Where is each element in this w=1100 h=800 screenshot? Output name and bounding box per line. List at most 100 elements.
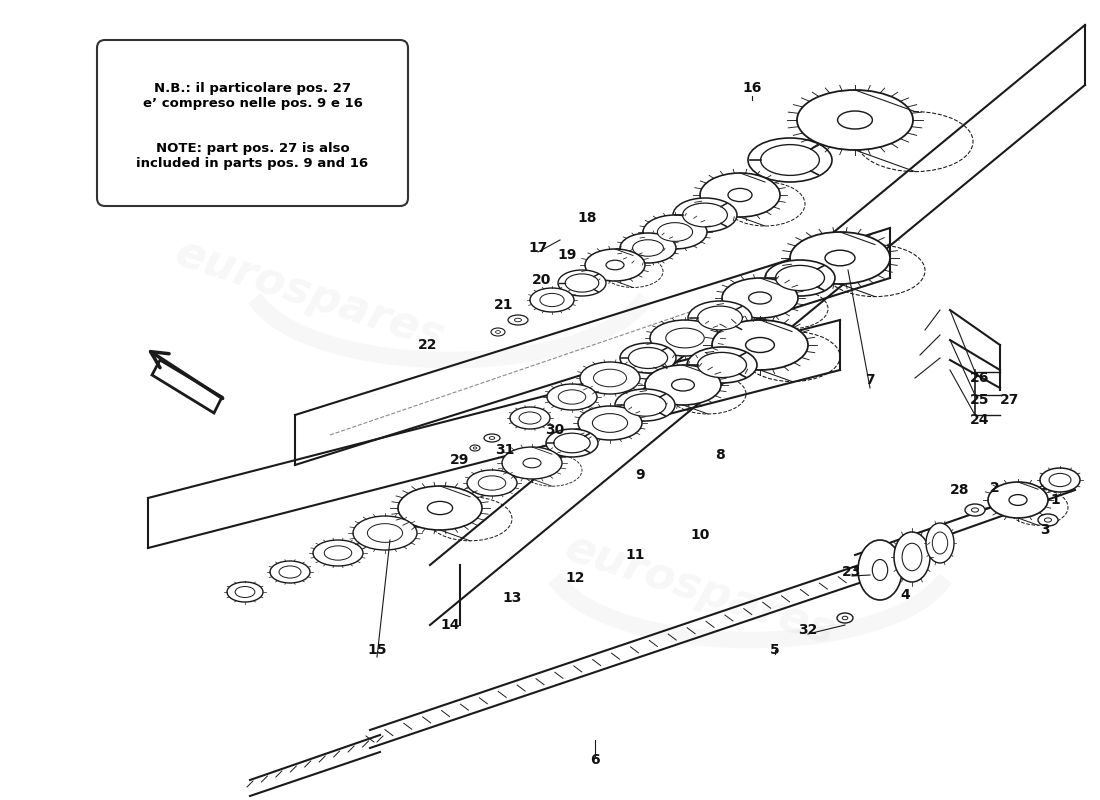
Text: 17: 17 xyxy=(528,241,548,255)
Ellipse shape xyxy=(546,429,598,457)
Text: 27: 27 xyxy=(1000,393,1020,407)
Ellipse shape xyxy=(1045,518,1052,522)
Ellipse shape xyxy=(658,222,693,242)
Text: 2: 2 xyxy=(990,481,1000,495)
Text: 15: 15 xyxy=(367,643,387,657)
Text: 5: 5 xyxy=(770,643,780,657)
Ellipse shape xyxy=(478,476,506,490)
Ellipse shape xyxy=(1049,474,1071,486)
Ellipse shape xyxy=(650,320,721,356)
Ellipse shape xyxy=(697,306,742,330)
Ellipse shape xyxy=(902,543,922,570)
Ellipse shape xyxy=(606,260,624,270)
Ellipse shape xyxy=(628,347,668,369)
Ellipse shape xyxy=(502,447,562,479)
Text: 7: 7 xyxy=(866,373,874,387)
Ellipse shape xyxy=(760,145,820,175)
Ellipse shape xyxy=(367,524,403,542)
Ellipse shape xyxy=(700,173,780,217)
Text: 12: 12 xyxy=(565,571,585,585)
Ellipse shape xyxy=(988,482,1048,518)
Text: N.B.: il particolare pos. 27
e’ compreso nelle pos. 9 e 16: N.B.: il particolare pos. 27 e’ compreso… xyxy=(143,82,362,110)
Ellipse shape xyxy=(620,343,676,373)
Ellipse shape xyxy=(843,616,848,620)
Text: 10: 10 xyxy=(691,528,710,542)
Ellipse shape xyxy=(508,315,528,325)
Text: 22: 22 xyxy=(418,338,438,352)
Text: 9: 9 xyxy=(635,468,645,482)
Ellipse shape xyxy=(688,301,752,335)
Ellipse shape xyxy=(683,203,727,227)
Ellipse shape xyxy=(837,613,852,623)
Ellipse shape xyxy=(490,437,495,439)
Text: 6: 6 xyxy=(591,753,600,767)
Ellipse shape xyxy=(722,278,798,318)
Ellipse shape xyxy=(558,270,606,296)
Ellipse shape xyxy=(565,274,598,292)
Ellipse shape xyxy=(644,215,707,249)
Ellipse shape xyxy=(858,540,902,600)
Ellipse shape xyxy=(632,240,663,256)
Ellipse shape xyxy=(965,504,985,516)
Ellipse shape xyxy=(764,260,835,296)
Text: 13: 13 xyxy=(503,591,521,605)
Text: 20: 20 xyxy=(532,273,552,287)
Text: eurospares: eurospares xyxy=(560,526,840,654)
Text: 18: 18 xyxy=(578,211,596,225)
Ellipse shape xyxy=(470,445,480,451)
Ellipse shape xyxy=(1009,494,1027,506)
Ellipse shape xyxy=(712,320,808,370)
Ellipse shape xyxy=(353,516,417,550)
Ellipse shape xyxy=(235,586,255,598)
Text: 25: 25 xyxy=(970,393,990,407)
Text: NOTE: part pos. 27 is also
included in parts pos. 9 and 16: NOTE: part pos. 27 is also included in p… xyxy=(136,142,368,170)
Ellipse shape xyxy=(519,412,541,424)
Ellipse shape xyxy=(578,406,642,440)
Ellipse shape xyxy=(624,394,666,416)
Ellipse shape xyxy=(540,294,564,306)
Ellipse shape xyxy=(468,470,517,496)
Ellipse shape xyxy=(798,90,913,150)
Text: eurospares: eurospares xyxy=(169,231,450,359)
FancyBboxPatch shape xyxy=(97,40,408,206)
Ellipse shape xyxy=(530,288,574,312)
Ellipse shape xyxy=(558,390,585,404)
Ellipse shape xyxy=(547,384,597,410)
Text: 19: 19 xyxy=(558,248,576,262)
Text: 26: 26 xyxy=(970,371,990,385)
Ellipse shape xyxy=(1040,468,1080,492)
Ellipse shape xyxy=(645,365,720,405)
Ellipse shape xyxy=(491,328,505,336)
Ellipse shape xyxy=(428,502,452,514)
Ellipse shape xyxy=(484,434,500,442)
Text: 11: 11 xyxy=(625,548,645,562)
Ellipse shape xyxy=(593,414,628,432)
Ellipse shape xyxy=(615,389,675,421)
Text: 28: 28 xyxy=(950,483,970,497)
Ellipse shape xyxy=(749,292,771,304)
Text: 24: 24 xyxy=(970,413,990,427)
Ellipse shape xyxy=(746,338,774,353)
Ellipse shape xyxy=(398,486,482,530)
Ellipse shape xyxy=(672,379,694,391)
Ellipse shape xyxy=(620,233,676,263)
Ellipse shape xyxy=(790,232,890,284)
Ellipse shape xyxy=(776,266,825,290)
Ellipse shape xyxy=(522,458,541,468)
Ellipse shape xyxy=(748,138,832,182)
Text: 4: 4 xyxy=(900,588,910,602)
Text: 1: 1 xyxy=(1050,493,1060,507)
Ellipse shape xyxy=(580,362,640,394)
Ellipse shape xyxy=(510,407,550,429)
Ellipse shape xyxy=(594,370,627,387)
Ellipse shape xyxy=(837,111,872,129)
Ellipse shape xyxy=(971,508,979,512)
Ellipse shape xyxy=(666,328,704,348)
Ellipse shape xyxy=(515,318,521,322)
Ellipse shape xyxy=(585,249,645,281)
Text: 23: 23 xyxy=(843,565,861,579)
Text: 16: 16 xyxy=(742,81,761,95)
Ellipse shape xyxy=(673,198,737,232)
Ellipse shape xyxy=(324,546,352,560)
Ellipse shape xyxy=(270,561,310,583)
